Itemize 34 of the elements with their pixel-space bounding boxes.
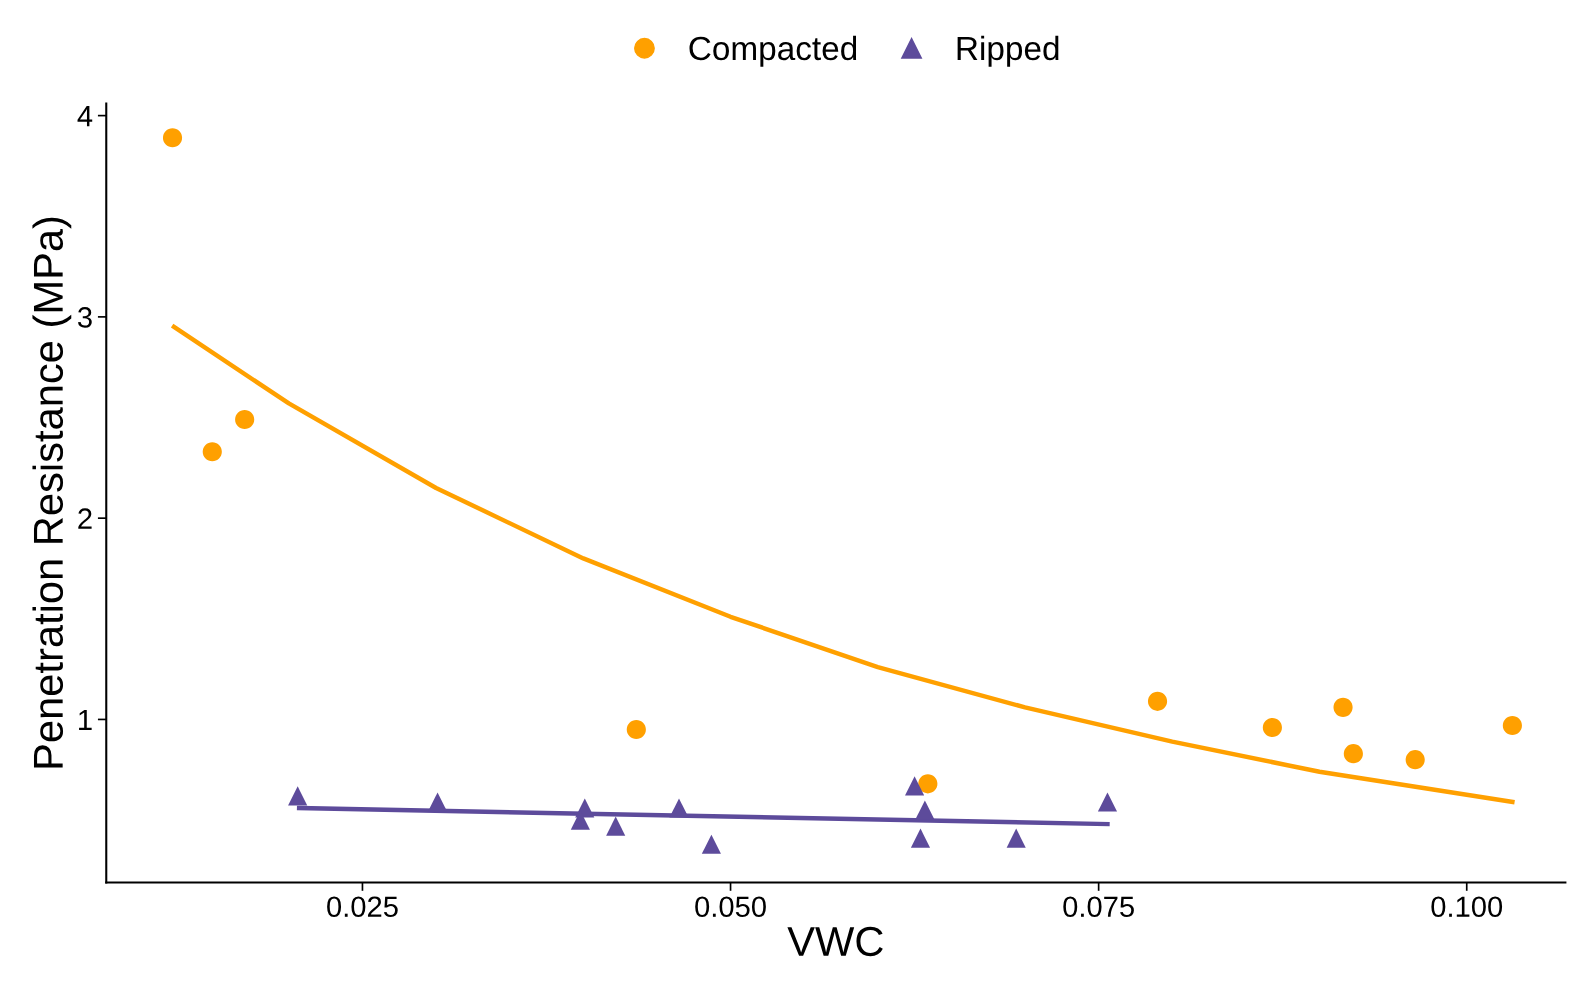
point bbox=[427, 792, 448, 812]
point bbox=[288, 786, 308, 806]
y-tick-label: 4 bbox=[77, 106, 93, 127]
x-tick-label: 0.075 bbox=[1063, 896, 1134, 918]
point bbox=[669, 798, 689, 818]
point bbox=[1333, 697, 1353, 717]
point bbox=[1097, 792, 1118, 812]
point bbox=[1006, 828, 1026, 848]
point bbox=[162, 128, 183, 148]
x-tick-label: 0.025 bbox=[327, 896, 398, 918]
y-tick-label: 2 bbox=[78, 508, 92, 529]
point bbox=[626, 719, 646, 740]
point bbox=[910, 828, 931, 848]
point bbox=[915, 800, 935, 820]
y-tick-label: 3 bbox=[77, 307, 92, 328]
line-series bbox=[171, 324, 1515, 805]
legend-label: Compacted bbox=[689, 35, 857, 67]
y-tick-label: 1 bbox=[79, 709, 92, 730]
point bbox=[1343, 744, 1363, 764]
x-axis-title: VWC bbox=[787, 926, 883, 957]
legend-label: Ripped bbox=[957, 35, 1059, 67]
point bbox=[918, 774, 938, 794]
point bbox=[701, 834, 721, 854]
point bbox=[1262, 717, 1282, 738]
x-tick-label: 0.050 bbox=[695, 896, 766, 918]
point bbox=[606, 816, 626, 836]
x-tick-label: 0.100 bbox=[1431, 896, 1503, 918]
point bbox=[905, 776, 925, 796]
point bbox=[235, 409, 255, 430]
point bbox=[1405, 750, 1425, 770]
y-axis-title: Penetration Resistance (MPa) bbox=[32, 217, 72, 768]
point bbox=[1147, 691, 1168, 711]
point bbox=[202, 442, 222, 462]
point bbox=[1502, 715, 1522, 736]
